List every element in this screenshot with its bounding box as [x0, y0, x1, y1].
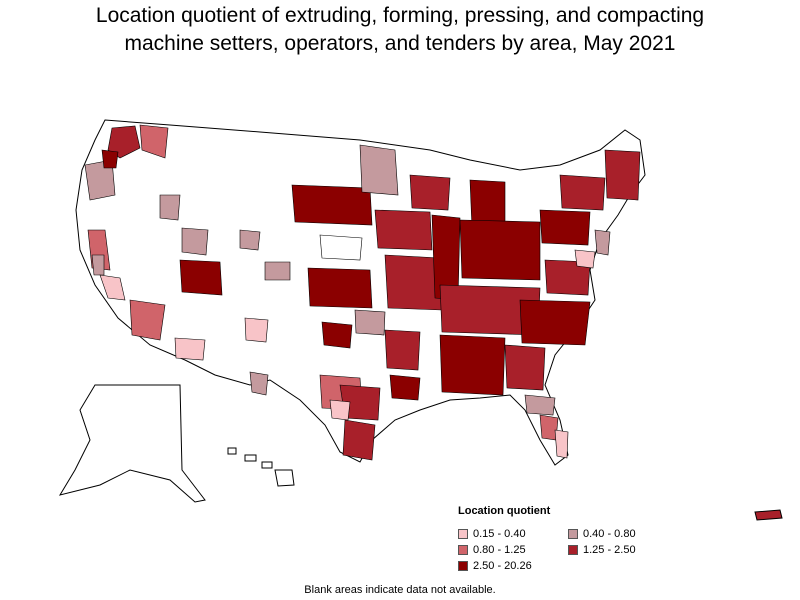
area-arizona-south [174, 337, 206, 361]
area-carolinas [519, 299, 591, 346]
legend-swatch [458, 560, 468, 571]
legend-label: 0.80 - 1.25 [473, 543, 526, 556]
map-title: Location quotient of extruding, forming,… [0, 2, 800, 58]
area-texas-south-central [329, 399, 351, 421]
area-louisiana [389, 374, 421, 401]
area-california-south [129, 299, 166, 341]
legend-label: 0.40 - 0.80 [583, 527, 636, 540]
area-utah-north [181, 227, 209, 256]
area-florida-north [524, 394, 556, 416]
legend-swatch [458, 544, 468, 555]
area-colorado [264, 261, 291, 281]
legend-label: 0.15 - 0.40 [473, 527, 526, 540]
legend-items: 0.15 - 0.40 0.40 - 0.80 0.80 - 1.25 1.25… [458, 527, 688, 572]
legend-title: Location quotient [458, 505, 551, 517]
title-line-2: machine setters, operators, and tenders … [124, 32, 676, 55]
area-california-central [99, 274, 126, 301]
area-new-england [604, 149, 641, 201]
legend-item: 0.15 - 0.40 [458, 527, 568, 540]
legend-swatch [568, 528, 578, 539]
area-oklahoma [321, 321, 353, 349]
title-line-1: Location quotient of extruding, forming,… [95, 4, 705, 27]
area-minnesota [359, 144, 399, 196]
area-oklahoma-east [354, 309, 386, 336]
legend-item: 1.25 - 2.50 [568, 543, 678, 556]
area-indiana-ohio [459, 219, 541, 281]
map-legend: Location quotient 0.15 - 0.40 0.40 - 0.8… [458, 505, 688, 572]
area-wisconsin [409, 174, 451, 211]
area-kansas [307, 267, 373, 309]
area-florida-south [554, 429, 569, 459]
legend-swatch [458, 528, 468, 539]
area-dakotas [291, 184, 373, 226]
legend-item: 0.40 - 0.80 [568, 527, 678, 540]
legend-swatch [568, 544, 578, 555]
area-texas-west [249, 371, 269, 396]
area-texas-gulf [342, 419, 376, 461]
area-oregon-portland [101, 149, 119, 169]
area-california-bay [91, 254, 105, 276]
area-nebraska [319, 234, 363, 261]
area-mississippi-alabama [439, 334, 506, 396]
area-iowa [374, 209, 433, 251]
footnote: Blank areas indicate data not available. [304, 584, 496, 596]
area-new-jersey [594, 229, 611, 256]
shaded-areas [84, 124, 641, 461]
area-arkansas [384, 329, 421, 371]
area-washington-east [139, 124, 169, 159]
puerto-rico-area [754, 509, 783, 521]
area-wyoming [239, 229, 261, 251]
area-virginia [544, 259, 591, 296]
area-pennsylvania [539, 209, 591, 246]
legend-label: 2.50 - 20.26 [473, 559, 532, 572]
legend-item: 2.50 - 20.26 [458, 559, 568, 572]
area-new-mexico [244, 317, 269, 343]
area-idaho-boise [159, 194, 181, 221]
area-maryland [574, 249, 596, 269]
hawaii-outline [227, 447, 295, 487]
area-washington-west [107, 125, 141, 159]
alaska-outline [58, 384, 206, 503]
area-new-york [559, 174, 606, 211]
area-georgia [504, 344, 546, 391]
area-utah-central [179, 259, 223, 296]
legend-item: 0.80 - 1.25 [458, 543, 568, 556]
legend-label: 1.25 - 2.50 [583, 543, 636, 556]
